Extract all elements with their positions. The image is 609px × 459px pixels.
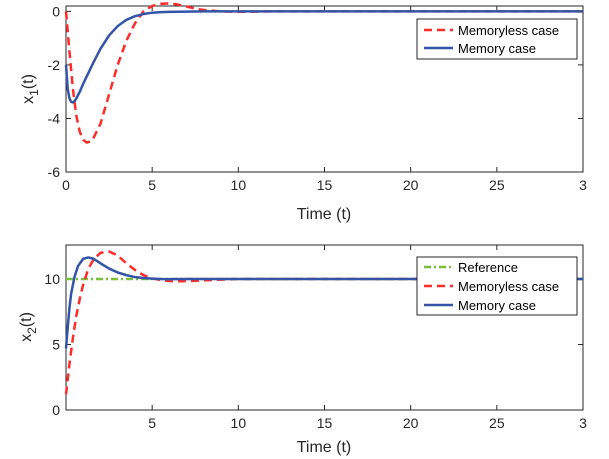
legend-label-memory-x2: Memory case <box>458 298 536 313</box>
x-tick-label: 25 <box>489 415 505 431</box>
legend-label-reference-x2: Reference <box>458 260 518 275</box>
legend-box-x1 <box>416 18 578 60</box>
x-tick-label: 3 <box>579 177 587 193</box>
x-tick-label: 5 <box>148 415 156 431</box>
x-tick-label: 15 <box>317 415 333 431</box>
x-tick-label: 5 <box>148 177 156 193</box>
x-tick-label: 10 <box>231 415 247 431</box>
x-axis-label-x1: Time (t) <box>297 206 352 223</box>
y-axis-label-x2: x2(t) <box>18 312 39 342</box>
ticks-x1: 0 5 10 15 20 25 30-2-4-6 <box>48 3 588 193</box>
x-axis-label-x2: Time (t) <box>297 439 352 456</box>
y-axis-label-x2-base: x <box>18 334 35 342</box>
x-tick-label: 0 <box>62 177 70 193</box>
y-axis-label-x2-sub: 2 <box>25 327 39 334</box>
legend-x2: Reference Memoryless case Memory case <box>416 256 578 316</box>
y-axis-label-x1-base: x <box>20 96 37 104</box>
x-tick-label: 10 <box>231 177 247 193</box>
x-tick-label: 25 <box>489 177 505 193</box>
y-axis-label-x1-tail: (t) <box>20 74 37 89</box>
series-line-memory-case <box>64 10 583 104</box>
x-tick-label: 20 <box>403 415 419 431</box>
legend-x1: Memoryless case Memory case <box>416 18 578 60</box>
y-tick-label: 0 <box>52 402 60 418</box>
legend-label-memory-x1: Memory case <box>458 41 536 56</box>
y-tick-label: -2 <box>48 57 61 73</box>
x-tick-label: 15 <box>317 177 333 193</box>
series-lines-x1 <box>64 2 583 144</box>
panel-x1: 0 5 10 15 20 25 30-2-4-6 Time (t) x1(t) Memory… <box>20 2 588 223</box>
y-tick-label: 0 <box>52 3 60 19</box>
series-line-memory-case <box>64 256 583 349</box>
y-tick-label: 5 <box>52 337 60 353</box>
y-axis-label-x2-tail: (t) <box>18 312 35 327</box>
y-tick-label: 10 <box>44 271 60 287</box>
x-tick-label: 20 <box>403 177 419 193</box>
legend-label-memoryless-x1: Memoryless case <box>458 23 559 38</box>
y-tick-label: -6 <box>48 164 61 180</box>
series-line-memoryless-case <box>64 250 583 395</box>
y-tick-label: -4 <box>48 110 61 126</box>
y-axis-label-x1: x1(t) <box>20 74 41 104</box>
legend-label-memoryless-x2: Memoryless case <box>458 279 559 294</box>
x-tick-label: 3 <box>579 415 587 431</box>
y-axis-label-x1-sub: 1 <box>27 89 41 96</box>
